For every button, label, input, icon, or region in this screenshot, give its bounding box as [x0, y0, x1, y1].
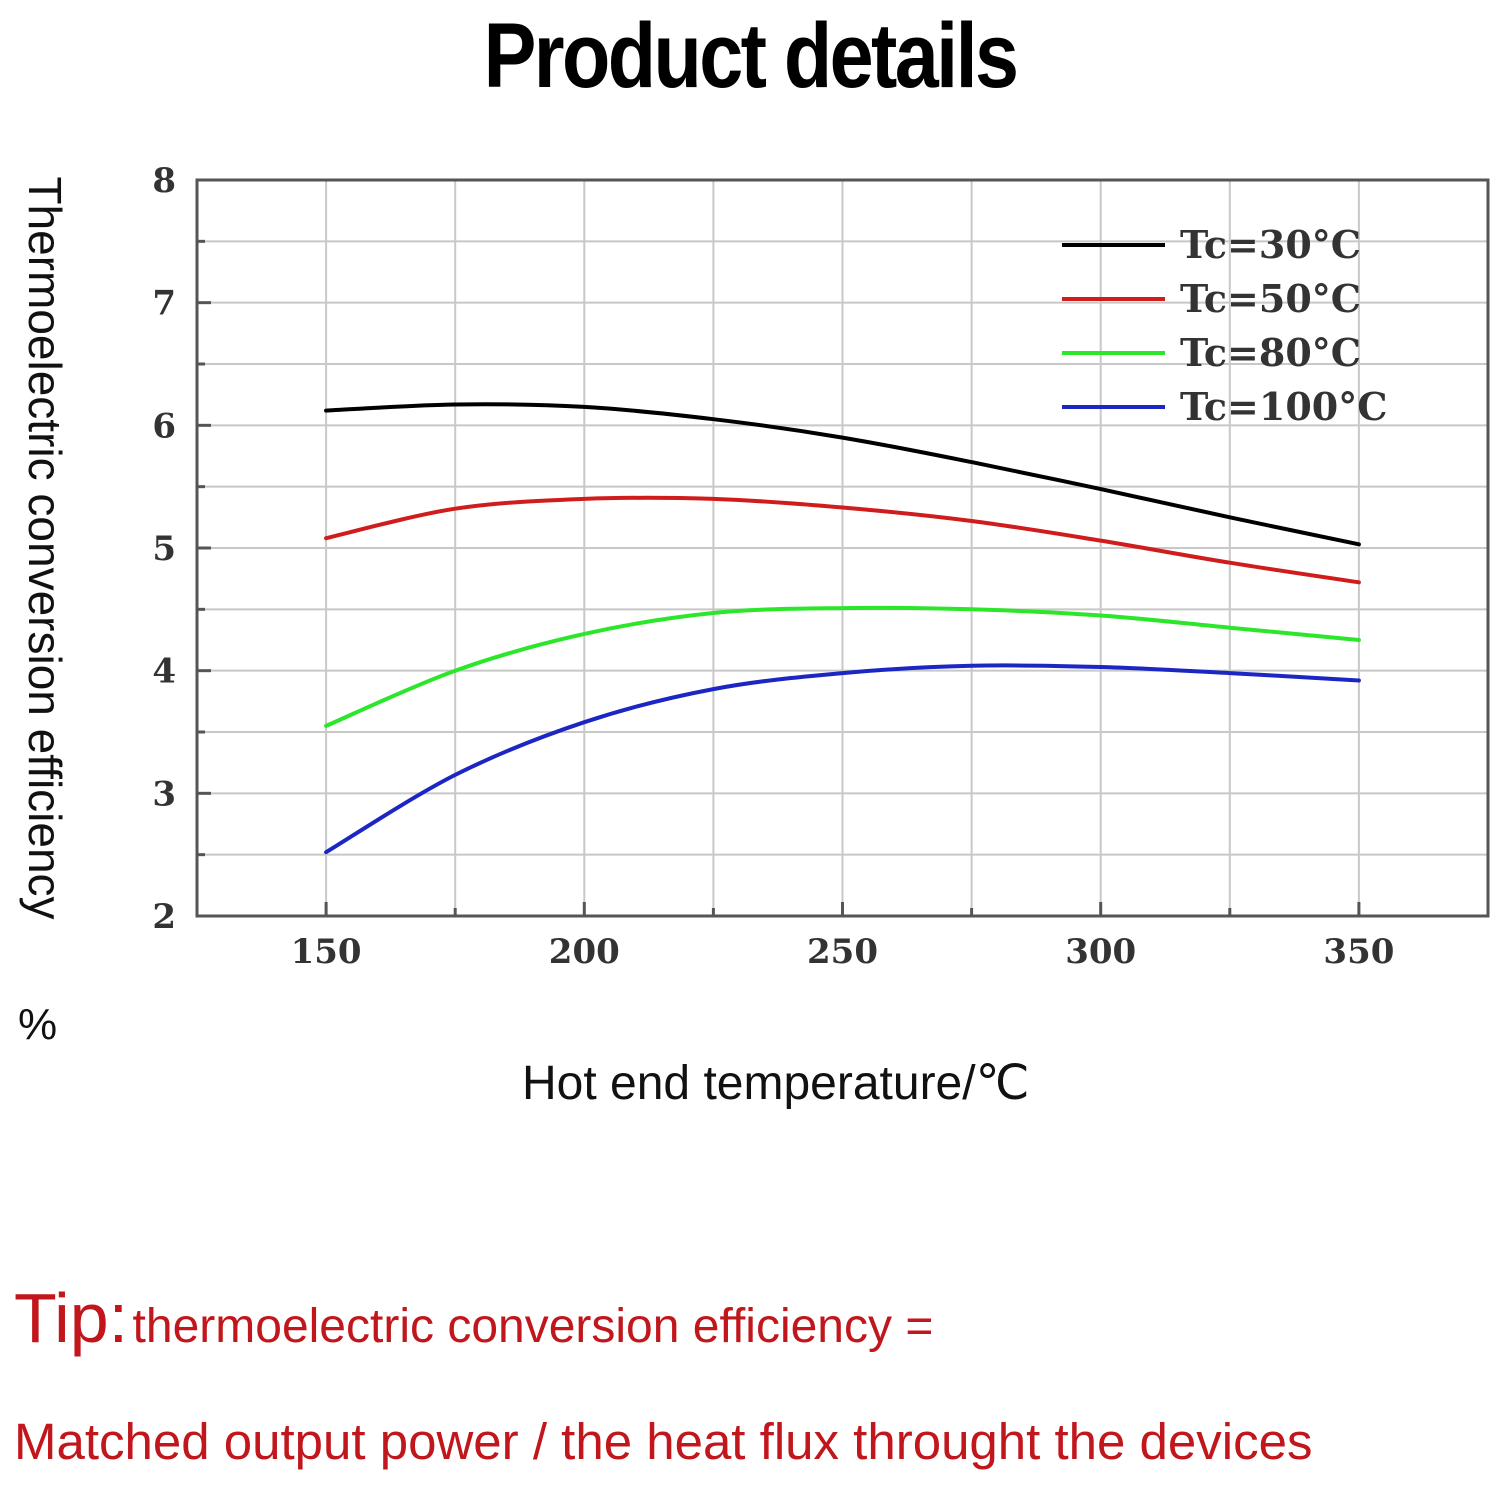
tip-formula-rhs: Matched output power / the heat flux thr… — [14, 1413, 1313, 1470]
series-line-1 — [324, 402, 1361, 547]
tip-line-1: Tip: thermoelectric conversion efficienc… — [14, 1278, 933, 1358]
y-axis-label: Thermoelectric conversion efficiency — [19, 176, 71, 920]
legend-label: Tc=50°C — [1180, 276, 1361, 321]
series-line-3 — [324, 605, 1361, 728]
x-tick-label: 200 — [549, 932, 620, 972]
y-tick-label: 2 — [152, 897, 176, 937]
y-axis-unit: % — [18, 1000, 58, 1049]
series-line-4 — [324, 663, 1361, 855]
x-axis-label: Hot end temperature/℃ — [522, 1057, 1030, 1110]
x-tick-label: 300 — [1065, 932, 1136, 972]
page-title: Product details — [483, 5, 1019, 107]
tip-label: Tip: — [14, 1279, 129, 1357]
x-tick-label: 250 — [807, 932, 878, 972]
y-tick-label: 7 — [152, 284, 176, 324]
x-tick-label: 150 — [291, 932, 362, 972]
line-chart: 150 200 250 300 350 2 3 4 5 6 7 8 Tc=30°C Tc=50°C Tc=… — [152, 161, 1490, 972]
y-tick-label: 3 — [152, 774, 176, 814]
legend-label: Tc=100°C — [1180, 384, 1387, 429]
x-tick-label: 350 — [1323, 932, 1394, 972]
tip-formula-lhs: thermoelectric conversion efficiency = — [132, 1300, 934, 1353]
y-tick-label: 8 — [152, 161, 176, 201]
y-tick-label: 4 — [152, 652, 176, 692]
y-tick-label: 6 — [152, 406, 176, 446]
series-line-2 — [324, 495, 1361, 585]
legend-label: Tc=30°C — [1180, 222, 1361, 267]
y-tick-label: 5 — [152, 529, 176, 569]
legend-label: Tc=80°C — [1180, 330, 1361, 375]
